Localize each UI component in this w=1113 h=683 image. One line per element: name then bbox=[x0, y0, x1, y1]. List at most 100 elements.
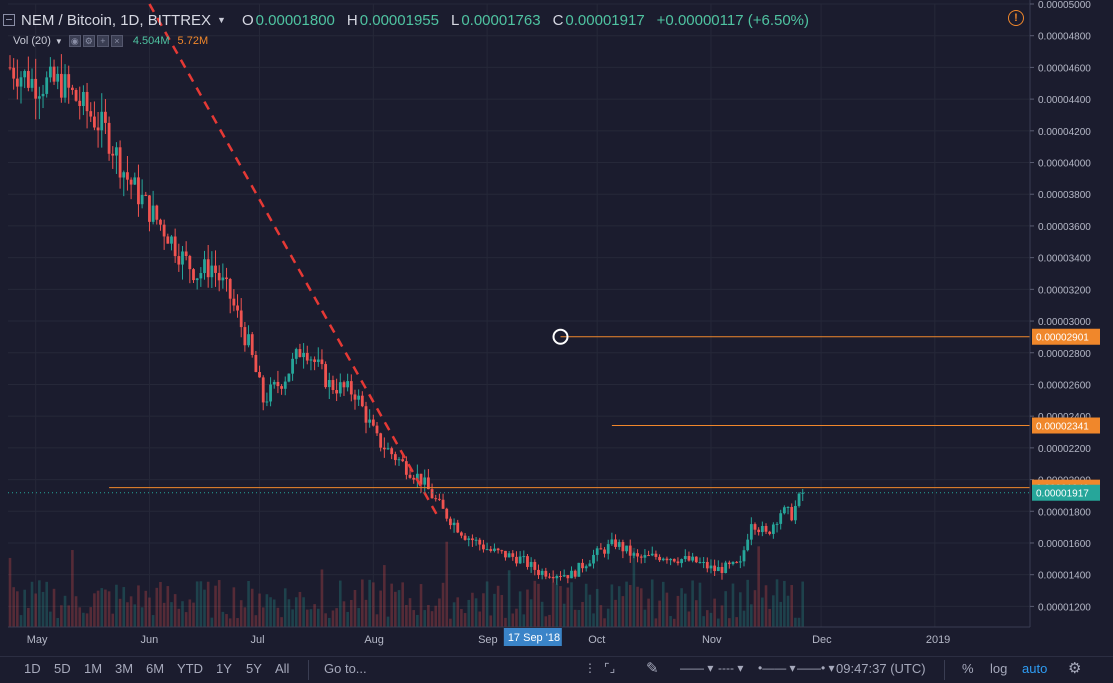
volume-bar bbox=[144, 590, 148, 627]
candle-body bbox=[746, 539, 750, 551]
range-all-button[interactable]: All bbox=[275, 661, 290, 676]
candle-body bbox=[100, 111, 104, 131]
candle-body bbox=[346, 381, 350, 388]
volume-bar bbox=[588, 594, 592, 627]
clock-time[interactable]: 09:47:37 (UTC) bbox=[836, 661, 926, 676]
volume-bar bbox=[522, 614, 526, 627]
candle-body bbox=[694, 556, 698, 563]
volume-bar bbox=[159, 582, 162, 627]
gear-icon[interactable]: ⚙ bbox=[1068, 660, 1082, 677]
range-5d-button[interactable]: 5D bbox=[54, 661, 71, 676]
close-icon[interactable]: × bbox=[110, 35, 123, 47]
volume-bar bbox=[16, 591, 19, 627]
volume-bar bbox=[559, 586, 562, 627]
chevron-down-icon[interactable]: ▼ bbox=[54, 36, 63, 46]
price-tick-label: 0.00002200 bbox=[1038, 444, 1091, 455]
candle-body bbox=[324, 364, 328, 388]
pencil-icon[interactable]: ✎ bbox=[646, 660, 659, 677]
price-tag-label: 0.00002901 bbox=[1036, 333, 1089, 344]
volume-bar bbox=[41, 591, 45, 627]
price-tag bbox=[1032, 328, 1100, 345]
volume-bar bbox=[772, 595, 775, 627]
volume-value-red: 5.72M bbox=[177, 35, 209, 47]
candle-body bbox=[269, 384, 272, 402]
volume-bar bbox=[280, 617, 283, 627]
volume-bar bbox=[107, 591, 111, 627]
candle-body bbox=[687, 556, 691, 561]
candle-body bbox=[170, 236, 173, 244]
volume-bar bbox=[529, 599, 533, 627]
time-tick-label: Aug bbox=[364, 634, 384, 646]
volume-bar bbox=[570, 582, 573, 627]
volume-bar bbox=[394, 591, 397, 627]
candle-body bbox=[441, 499, 445, 509]
volume-bar bbox=[23, 589, 26, 627]
candle-body bbox=[140, 194, 144, 205]
percent-scale-button[interactable]: % bbox=[962, 661, 974, 676]
auto-scale-button[interactable]: auto bbox=[1022, 661, 1048, 676]
volume-bar bbox=[361, 579, 364, 627]
volume-bar bbox=[239, 600, 243, 627]
symbol-label[interactable]: NEM / Bitcoin, 1D, BITTREX bbox=[21, 11, 212, 29]
volume-bar bbox=[661, 581, 665, 627]
volume-bar bbox=[783, 580, 786, 627]
add-icon[interactable]: + bbox=[96, 35, 109, 47]
candle-body bbox=[148, 195, 151, 222]
candle-body bbox=[129, 179, 133, 185]
candle-body bbox=[302, 352, 305, 358]
warning-icon[interactable]: ! bbox=[1008, 10, 1024, 26]
candle-body bbox=[544, 570, 548, 577]
volume-bar bbox=[533, 580, 537, 627]
range-6m-button[interactable]: 6M bbox=[146, 661, 165, 676]
settings-icon[interactable]: ⚙ bbox=[82, 35, 95, 47]
dash-style-icon[interactable]: ---- ▾ bbox=[718, 661, 744, 675]
volume-bar bbox=[243, 607, 247, 627]
candle-body bbox=[159, 219, 162, 225]
goto-button[interactable]: Go to... bbox=[324, 661, 367, 676]
candle-body bbox=[423, 477, 427, 485]
volume-bar bbox=[801, 581, 805, 627]
chevron-down-icon[interactable]: ▼ bbox=[217, 15, 226, 25]
volume-bar bbox=[339, 580, 342, 627]
candle-body bbox=[184, 251, 188, 257]
volume-bar bbox=[155, 587, 159, 627]
price-tick-label: 0.00003200 bbox=[1038, 285, 1091, 296]
candle-body bbox=[533, 561, 537, 570]
volume-bar bbox=[67, 605, 71, 627]
volume-bar bbox=[489, 615, 493, 627]
volume-bar bbox=[518, 591, 522, 627]
candle-body bbox=[287, 373, 291, 382]
volume-bar bbox=[573, 609, 577, 627]
volume-bar bbox=[368, 579, 371, 627]
volume-bar bbox=[305, 609, 309, 627]
candle-body bbox=[23, 71, 27, 78]
volume-label[interactable]: Vol (20) bbox=[13, 35, 51, 47]
range-3m-button[interactable]: 3M bbox=[115, 661, 134, 676]
crop-icon[interactable]: ⌜⌟ bbox=[604, 661, 616, 675]
candle-body bbox=[115, 147, 118, 156]
candle-body bbox=[709, 565, 713, 569]
candle-body bbox=[335, 390, 339, 394]
candle-body bbox=[236, 305, 239, 311]
range-1m-button[interactable]: 1M bbox=[84, 661, 103, 676]
volume-bar bbox=[515, 608, 518, 627]
collapse-icon[interactable] bbox=[3, 14, 15, 26]
line-end-icon[interactable]: ——• ▾ bbox=[797, 661, 835, 675]
log-scale-button[interactable]: log bbox=[990, 661, 1008, 676]
range-ytd-button[interactable]: YTD bbox=[177, 661, 203, 676]
candle-body bbox=[199, 273, 203, 279]
line-start-icon[interactable]: •—— ▾ bbox=[758, 661, 796, 675]
candle-body bbox=[203, 259, 206, 274]
candle-body bbox=[401, 459, 405, 462]
line-style-icon[interactable]: —— ▾ bbox=[680, 661, 714, 675]
range-1d-button[interactable]: 1D bbox=[24, 661, 41, 676]
eye-icon[interactable]: ◉ bbox=[68, 35, 81, 47]
candle-body bbox=[548, 576, 551, 578]
range-5y-button[interactable]: 5Y bbox=[246, 661, 262, 676]
candle-body bbox=[305, 352, 309, 361]
volume-bar bbox=[30, 581, 34, 627]
candle-body bbox=[449, 518, 452, 526]
drag-handle-icon[interactable]: ⋮ bbox=[584, 661, 596, 675]
range-1y-button[interactable]: 1Y bbox=[216, 661, 232, 676]
